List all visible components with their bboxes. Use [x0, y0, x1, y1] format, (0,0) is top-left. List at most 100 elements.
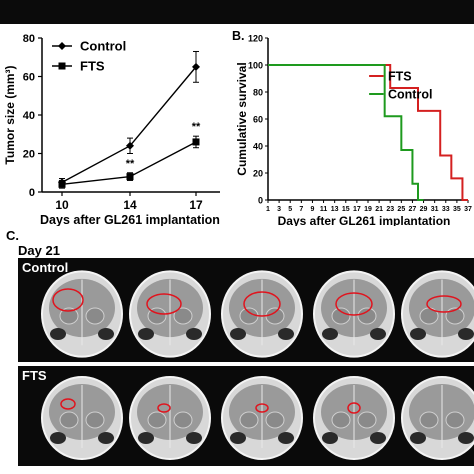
b-x-tick-label: 17 [353, 206, 361, 213]
tumor-outline [335, 292, 373, 316]
a-y-tick-label: 40 [23, 110, 35, 122]
a-significance-mark: ** [126, 158, 135, 170]
mri-dark-region [410, 328, 426, 340]
mri-hemisphere-left [59, 411, 79, 429]
b-x-tick-label: 1 [266, 206, 270, 213]
row-label-control: Control [22, 260, 69, 275]
b-y-tick-label: 80 [253, 88, 263, 98]
tumor-outline [60, 398, 76, 410]
b-x-tick-label: 7 [299, 206, 303, 213]
b-x-tick-label: 15 [342, 206, 350, 213]
b-y-tick-label: 120 [248, 34, 263, 44]
top-image-strip [0, 0, 474, 24]
mri-hemisphere-right [357, 307, 377, 325]
tumor-outline [347, 402, 361, 414]
mri-dark-region [50, 328, 66, 340]
mri-dark-region [370, 328, 386, 340]
mri-dark-region [278, 328, 294, 340]
b-x-tick-label: 9 [310, 206, 314, 213]
b-x-tick-label: 21 [375, 206, 383, 213]
mri-dark-region [50, 432, 66, 444]
a-point-fts [192, 138, 200, 146]
b-x-tick-label: 19 [364, 206, 372, 213]
a-y-tick-label: 0 [29, 187, 35, 199]
b-y-axis-label: Cumulative survival [235, 62, 249, 175]
mri-hemisphere-right [265, 411, 285, 429]
a-y-tick-label: 80 [23, 33, 35, 45]
b-x-tick-label: 31 [431, 206, 439, 213]
b-y-tick-label: 60 [253, 115, 263, 125]
mri-dark-region [230, 328, 246, 340]
tumor-outline [255, 403, 269, 413]
tumor-outline [52, 288, 84, 312]
b-x-tick-label: 25 [397, 206, 405, 213]
b-x-tick-label: 29 [420, 206, 428, 213]
mri-scans-control [41, 270, 474, 358]
b-x-tick-label: 33 [442, 206, 450, 213]
b-x-tick-label: 3 [277, 206, 281, 213]
mri-dark-region [458, 328, 474, 340]
mri-hemisphere-left [239, 411, 259, 429]
tumor-outline [146, 293, 182, 315]
a-y-axis-label: Tumor size (mm³) [3, 65, 17, 164]
mri-hemisphere-right [173, 307, 193, 325]
mri-dark-region [410, 432, 426, 444]
mri-hemisphere-right [85, 307, 105, 325]
a-point-control [126, 141, 134, 150]
tumor-outline [426, 295, 462, 313]
a-y-tick-label: 20 [23, 149, 35, 161]
mri-dark-region [458, 432, 474, 444]
mri-strip-control: Control [18, 258, 474, 362]
mri-hemisphere-left [59, 307, 79, 325]
b-x-tick-label: 23 [386, 206, 394, 213]
a-point-fts [58, 180, 66, 188]
b-x-tick-label: 27 [409, 206, 417, 213]
panel-c-label: C. [6, 228, 19, 243]
mri-hemisphere-left [331, 307, 351, 325]
b-x-tick-label: 11 [320, 206, 328, 213]
mri-scans-fts [41, 376, 474, 460]
b-x-tick-label: 35 [453, 206, 461, 213]
mri-hemisphere-right [85, 411, 105, 429]
b-x-tick-label: 37 [464, 206, 472, 213]
b-x-axis-label: Days after GL261 implantation [278, 214, 451, 226]
b-x-tick-label: 5 [288, 206, 292, 213]
mri-dark-region [322, 328, 338, 340]
b-panel-label: B. [232, 29, 245, 43]
mri-dark-region [186, 432, 202, 444]
b-legend-label: FTS [388, 70, 412, 84]
mri-dark-region [138, 432, 154, 444]
a-significance-mark: ** [192, 121, 201, 133]
mri-dark-region [370, 432, 386, 444]
mri-dark-region [138, 328, 154, 340]
mri-dark-region [186, 328, 202, 340]
mri-hemisphere-left [331, 411, 351, 429]
b-survival-curve [268, 64, 468, 201]
a-x-axis-label: Days after GL261 implantation [40, 213, 220, 226]
a-y-tick-label: 60 [23, 72, 35, 84]
a-legend-marker-control [58, 42, 66, 50]
mri-dark-region [322, 432, 338, 444]
a-legend-label: Control [80, 39, 126, 54]
b-y-tick-label: 0 [258, 196, 263, 206]
row-label-fts: FTS [22, 368, 47, 383]
a-legend-marker-fts [58, 62, 66, 70]
b-y-tick-label: 100 [248, 61, 263, 71]
a-point-control [192, 62, 200, 71]
mri-dark-region [98, 432, 114, 444]
b-x-tick-label: 13 [331, 206, 339, 213]
mri-hemisphere-left [239, 307, 259, 325]
mri-strip-fts: FTS [18, 366, 474, 466]
mri-hemisphere-left [147, 411, 167, 429]
b-legend-label: Control [388, 88, 432, 102]
mri-dark-region [278, 432, 294, 444]
mri-hemisphere-right [265, 307, 285, 325]
mri-hemisphere-right [357, 411, 377, 429]
mri-hemisphere-right [173, 411, 193, 429]
day-label: Day 21 [18, 243, 60, 258]
b-y-tick-label: 40 [253, 142, 263, 152]
mri-dark-region [230, 432, 246, 444]
a-x-tick-label: 17 [189, 198, 203, 212]
